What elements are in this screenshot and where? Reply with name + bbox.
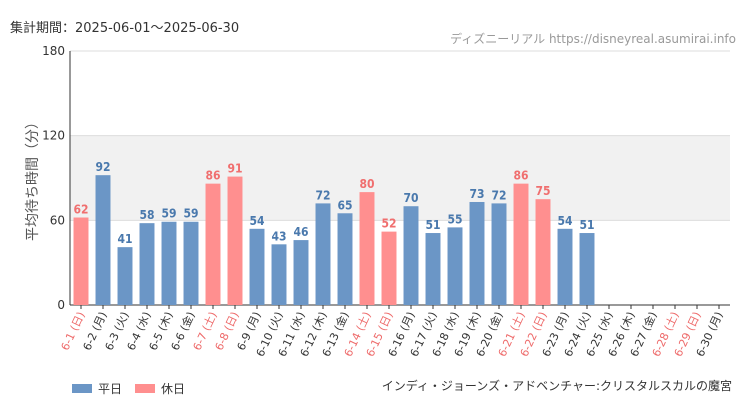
data-label: 86	[205, 169, 220, 183]
data-label: 70	[403, 191, 418, 205]
period-label: 集計期間：2025-06-01～2025-06-30	[10, 21, 240, 36]
bar	[579, 233, 595, 305]
bar	[381, 231, 397, 305]
data-label: 72	[491, 188, 506, 202]
data-label: 52	[381, 217, 396, 231]
bar	[95, 175, 111, 305]
data-label: 54	[249, 214, 265, 228]
legend-label-holiday: 休日	[161, 382, 186, 396]
data-label: 51	[425, 218, 440, 232]
bar	[183, 221, 199, 305]
bar	[249, 228, 265, 305]
bar	[315, 203, 331, 305]
data-label: 41	[117, 232, 132, 246]
bar	[73, 217, 89, 305]
data-label: 54	[557, 214, 573, 228]
data-label: 62	[73, 203, 88, 217]
bar	[425, 233, 441, 305]
bar	[469, 201, 485, 305]
data-label: 75	[535, 184, 550, 198]
legend-item-weekday: 平日	[72, 380, 122, 397]
data-label: 51	[579, 218, 594, 232]
data-label: 73	[469, 187, 484, 201]
data-label: 59	[183, 207, 198, 221]
y-tick-label: 180	[42, 44, 65, 58]
y-tick-label: 0	[57, 298, 65, 312]
legend-swatch-weekday	[72, 384, 92, 393]
legend-swatch-holiday	[135, 384, 155, 393]
bar	[117, 247, 133, 305]
data-label: 46	[293, 225, 308, 239]
y-tick-label: 120	[42, 129, 65, 143]
highlight-band	[70, 135, 730, 221]
attraction-name: インディ・ジョーンズ・アドベンチャー:クリスタルスカルの魔宮	[381, 379, 732, 393]
data-label: 43	[271, 229, 286, 243]
data-label: 72	[315, 188, 330, 202]
bar	[271, 244, 287, 305]
bar	[337, 213, 353, 305]
data-label: 58	[139, 208, 154, 222]
data-label: 86	[513, 169, 528, 183]
bar	[227, 176, 243, 305]
y-tick-label: 60	[50, 213, 65, 227]
data-label: 92	[95, 160, 110, 174]
bar	[535, 199, 551, 305]
bar	[205, 183, 221, 305]
data-label: 91	[227, 162, 242, 176]
data-label: 80	[359, 177, 374, 191]
bar	[139, 223, 155, 305]
data-label: 59	[161, 207, 176, 221]
legend-item-holiday: 休日	[135, 380, 185, 397]
data-label: 65	[337, 198, 352, 212]
data-label: 55	[447, 212, 462, 226]
y-axis-title: 平均待ち時間（分）	[25, 115, 41, 241]
site-watermark: ディズニーリアル https://disneyreal.asumirai.inf…	[450, 32, 736, 46]
bar	[491, 203, 507, 305]
legend-label-weekday: 平日	[98, 382, 123, 396]
bar	[557, 228, 573, 305]
bar	[293, 240, 309, 305]
bar	[359, 192, 375, 305]
bar	[403, 206, 419, 305]
bar	[513, 183, 529, 305]
bar	[161, 221, 177, 305]
bar	[447, 227, 463, 305]
